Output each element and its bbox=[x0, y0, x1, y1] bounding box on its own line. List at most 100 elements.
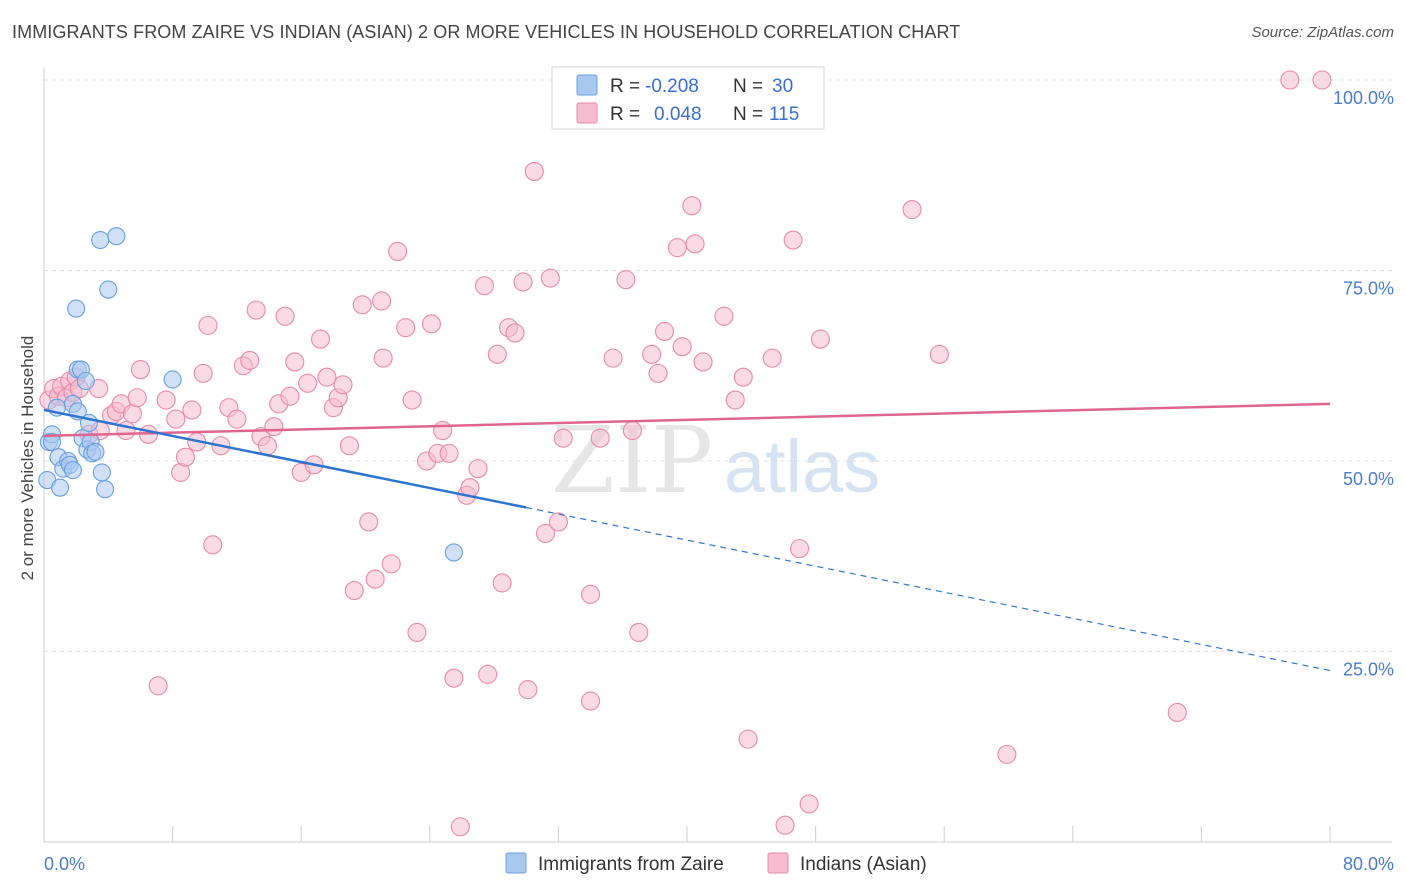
y-tick-label-100: 100.0% bbox=[1333, 88, 1394, 108]
indian-point bbox=[513, 272, 533, 292]
indian-point bbox=[725, 390, 745, 410]
zaire-point bbox=[444, 543, 463, 562]
indian-point bbox=[280, 386, 300, 406]
indian-point bbox=[810, 329, 830, 349]
watermark-atlas: atlas bbox=[724, 425, 880, 508]
zaire-series bbox=[38, 227, 463, 562]
indian-point bbox=[789, 539, 810, 559]
indian-point bbox=[122, 404, 142, 424]
indian-point bbox=[783, 230, 803, 250]
indian-point bbox=[246, 300, 266, 320]
indian-point bbox=[997, 744, 1017, 764]
indian-point bbox=[642, 344, 662, 364]
indian-point bbox=[193, 363, 213, 383]
trend-lines bbox=[43, 402, 1331, 672]
indian-point bbox=[487, 344, 507, 364]
indian-point bbox=[166, 409, 186, 429]
zaire-point bbox=[67, 299, 86, 318]
indian-point bbox=[629, 622, 649, 643]
indian-point bbox=[264, 417, 284, 437]
zaire-point bbox=[163, 370, 182, 389]
indian-point bbox=[580, 584, 601, 604]
indian-point bbox=[365, 569, 385, 589]
indian-point bbox=[396, 318, 416, 338]
series-legend: Immigrants from Zaire Indians (Asian) bbox=[505, 852, 927, 875]
indian-point bbox=[439, 443, 459, 463]
indian-point bbox=[444, 668, 464, 688]
zaire-n-label: N = bbox=[733, 76, 763, 97]
zaire-bottom-label: Immigrants from Zaire bbox=[538, 854, 724, 875]
indian-point bbox=[685, 234, 705, 254]
indian-point bbox=[372, 291, 392, 311]
indian-point bbox=[298, 373, 318, 393]
y-tick-label-75: 75.0% bbox=[1343, 279, 1394, 299]
indian-point bbox=[733, 367, 753, 387]
indian-point bbox=[402, 390, 422, 410]
indian-bottom-swatch bbox=[767, 852, 789, 874]
indian-point bbox=[198, 315, 218, 335]
indian-point bbox=[492, 573, 512, 593]
y-axis-title: 2 or more Vehicles in Household bbox=[18, 336, 37, 581]
indian-point bbox=[535, 523, 556, 543]
indian-point bbox=[257, 436, 277, 456]
zaire-point bbox=[86, 442, 105, 461]
zaire-point bbox=[92, 463, 111, 482]
indian-point bbox=[518, 680, 538, 700]
indian-point bbox=[240, 350, 260, 370]
source-label: Source: ZipAtlas.com bbox=[1251, 24, 1394, 41]
indian-series bbox=[39, 70, 1332, 837]
indian-point bbox=[1312, 70, 1332, 90]
chart-title: IMMIGRANTS FROM ZAIRE VS INDIAN (ASIAN) … bbox=[12, 22, 961, 42]
indian-point bbox=[524, 161, 544, 181]
indian-point bbox=[667, 238, 687, 258]
stats-legend: R = -0.208 N = 30 R = 0.048 N = 115 bbox=[551, 66, 825, 130]
indian-point bbox=[433, 420, 453, 441]
zaire-trend-extension bbox=[526, 506, 1331, 672]
indian-point bbox=[352, 295, 372, 315]
indian-point bbox=[275, 306, 295, 326]
indian-point bbox=[203, 535, 223, 555]
x-tick-label-min: 0.0% bbox=[44, 854, 85, 874]
indian-point bbox=[622, 420, 642, 441]
indian-point bbox=[421, 314, 441, 334]
zaire-trend-line bbox=[43, 408, 527, 509]
indian-legend-swatch bbox=[576, 102, 598, 124]
indian-point bbox=[156, 390, 176, 410]
indian-bottom-label: Indians (Asian) bbox=[800, 854, 927, 875]
indian-point bbox=[478, 664, 498, 684]
indian-point bbox=[693, 352, 713, 372]
indian-point bbox=[359, 512, 379, 532]
indian-point bbox=[333, 375, 353, 395]
indian-point bbox=[407, 622, 427, 643]
zaire-point bbox=[42, 432, 62, 452]
indian-point bbox=[775, 815, 795, 835]
indian-point bbox=[738, 729, 758, 749]
indian-point bbox=[285, 352, 305, 372]
indian-point bbox=[799, 794, 819, 814]
zaire-point bbox=[91, 230, 110, 250]
zaire-bottom-swatch bbox=[505, 852, 527, 874]
indian-point bbox=[590, 428, 610, 448]
indian-point bbox=[580, 691, 601, 711]
indian-point bbox=[344, 580, 364, 601]
indian-point bbox=[672, 337, 692, 357]
indian-point bbox=[310, 329, 331, 349]
zaire-point bbox=[107, 227, 126, 246]
indian-point bbox=[902, 199, 922, 220]
zaire-n-value: 30 bbox=[772, 76, 793, 97]
y-tick-label-50: 50.0% bbox=[1343, 469, 1394, 489]
indian-point bbox=[548, 512, 568, 532]
indian-point bbox=[553, 428, 573, 448]
indian-point bbox=[227, 409, 247, 429]
indian-n-label: N = bbox=[733, 104, 763, 125]
indian-n-value: 115 bbox=[769, 104, 799, 125]
zaire-legend-swatch bbox=[576, 74, 598, 96]
indian-point bbox=[127, 388, 147, 408]
indian-point bbox=[450, 817, 470, 837]
indian-point bbox=[714, 306, 734, 326]
indian-point bbox=[648, 363, 668, 383]
x-tick-label-max: 80.0% bbox=[1343, 854, 1394, 874]
indian-point bbox=[603, 348, 623, 368]
zaire-r-label: R = bbox=[610, 76, 640, 97]
